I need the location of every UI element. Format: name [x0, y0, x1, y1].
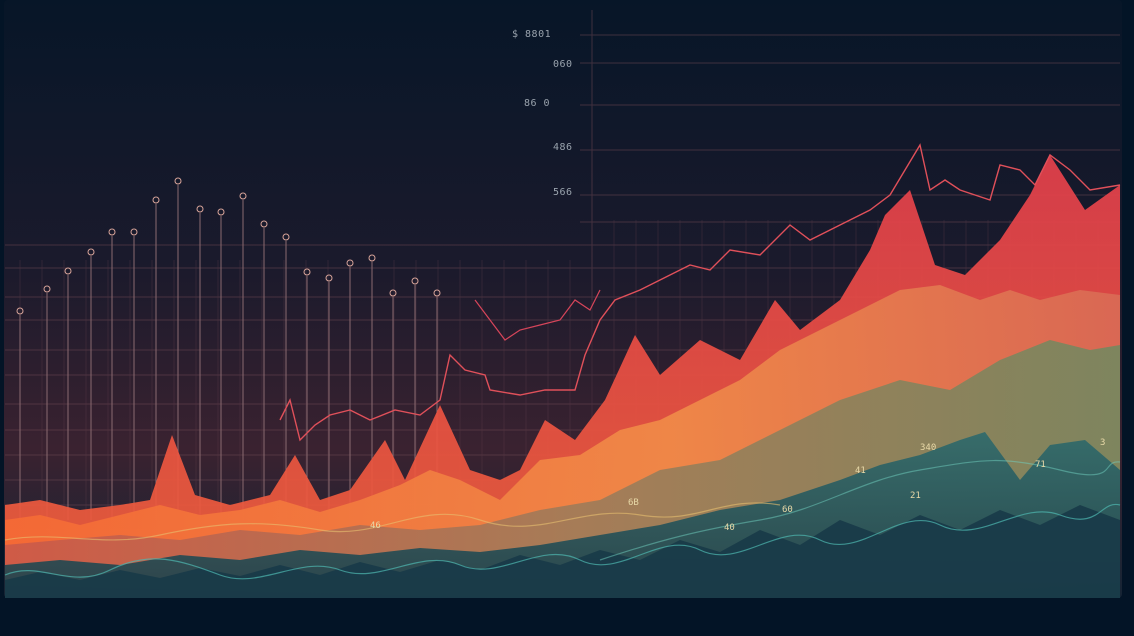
lollipop-marker [64, 267, 72, 275]
lollipop-marker [368, 254, 376, 262]
dark-teal-area-series [5, 505, 1120, 598]
lollipop-marker [303, 268, 311, 276]
area-series [5, 155, 1120, 598]
lollipop-marker [108, 228, 116, 236]
y-axis-label-3: 486 [553, 142, 573, 153]
annotation-label: 60 [782, 505, 793, 515]
annotation-label: 40 [724, 523, 735, 533]
annotation-label: 3 [1100, 438, 1105, 448]
lollipop-marker [260, 220, 268, 228]
lollipop-marker [325, 274, 333, 282]
lollipop-marker [196, 205, 204, 213]
annotation-label: 71 [1035, 460, 1046, 470]
cyan-wave-line [599, 459, 1121, 561]
lollipop-marker [411, 277, 419, 285]
data-annotations: 340 41 71 21 60 40 6B 46 3 [370, 438, 1105, 533]
annotation-label: 6B [628, 498, 639, 508]
thin-wave-lines [4, 459, 1121, 580]
lollipop-marker [16, 307, 24, 315]
lollipop-marker [217, 208, 225, 216]
lollipop-marker [130, 228, 138, 236]
y-axis-label-4: 566 [553, 187, 573, 198]
annotation-label: 41 [855, 466, 866, 476]
lollipop-marker [174, 177, 182, 185]
red-price-line [279, 143, 1121, 442]
annotation-label: 46 [370, 521, 381, 531]
lollipop-marker [389, 289, 397, 297]
lollipop-marker [239, 192, 247, 200]
lollipop-marker [346, 259, 354, 267]
annotation-label: 21 [910, 491, 921, 501]
y-axis-label-1: 060 [553, 59, 573, 70]
yellow-wave-line [4, 502, 781, 541]
y-axis-label-2: 86 0 [524, 98, 551, 109]
annotation-label: 340 [920, 443, 936, 453]
lollipop-marker [43, 285, 51, 293]
lollipop-marker [282, 233, 290, 241]
y-axis-label-0: $ 8801 [512, 29, 552, 40]
lollipop-marker [433, 289, 441, 297]
teal-wave-line [4, 503, 1121, 580]
lollipop-marker [87, 248, 95, 256]
red-secondary-line [474, 289, 601, 341]
lollipop-marker [152, 196, 160, 204]
